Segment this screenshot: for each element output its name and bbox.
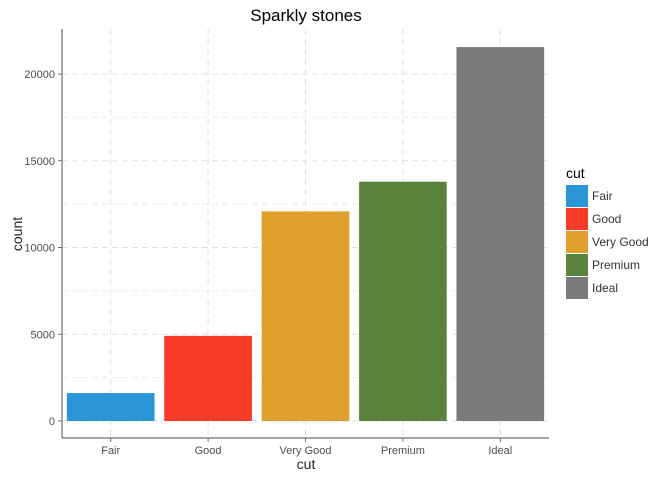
x-tick-label: Ideal xyxy=(488,445,512,457)
x-tick-label: Premium xyxy=(381,445,425,457)
legend-label: Premium xyxy=(592,258,640,272)
bar-very-good xyxy=(261,211,350,421)
y-tick-label: 5000 xyxy=(31,329,55,341)
y-tick-label: 15000 xyxy=(24,156,55,168)
x-tick-label: Good xyxy=(195,445,222,457)
legend-label: Fair xyxy=(592,189,613,203)
bar-fair xyxy=(66,393,155,421)
bar-ideal xyxy=(456,47,545,421)
x-tick-label: Very Good xyxy=(280,445,332,457)
legend-label: Good xyxy=(592,212,621,226)
legend-swatch xyxy=(566,231,588,253)
legend-title: cut xyxy=(566,165,585,181)
legend-swatch xyxy=(566,185,588,207)
y-axis-title: count xyxy=(9,217,25,251)
legend: cut Fair Good Very Good Premium Ideal xyxy=(566,165,649,299)
bar-good xyxy=(164,335,252,421)
legend-swatch xyxy=(566,254,588,276)
y-tick-label: 10000 xyxy=(24,243,55,255)
x-axis-ticks: Fair Good Very Good Premium Ideal xyxy=(101,438,512,457)
bars xyxy=(66,47,545,421)
chart-title: Sparkly stones xyxy=(250,6,362,25)
legend-swatch xyxy=(566,277,588,299)
legend-swatch xyxy=(566,208,588,230)
y-axis-ticks: 0 5000 10000 15000 20000 xyxy=(24,69,62,428)
bar-premium xyxy=(359,181,447,421)
x-tick-label: Fair xyxy=(101,445,120,457)
x-axis-title: cut xyxy=(297,456,316,472)
legend-label: Very Good xyxy=(592,235,649,249)
legend-label: Ideal xyxy=(592,281,618,295)
y-tick-label: 20000 xyxy=(24,69,55,81)
y-tick-label: 0 xyxy=(49,416,55,428)
